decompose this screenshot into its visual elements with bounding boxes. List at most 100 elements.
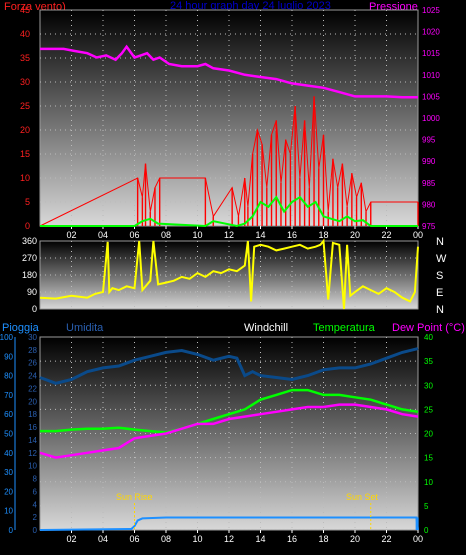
humidity-y-tick-label: 22	[28, 384, 37, 393]
wind-y-tick-label: 25	[20, 101, 30, 111]
temp-y-tick-label: 20	[424, 430, 433, 439]
humidity-y-tick-label: 10	[28, 462, 37, 471]
x-tick-label: 08	[161, 230, 171, 240]
x-tick-label: 18	[318, 534, 328, 544]
humidity-y-tick-label: 26	[28, 359, 37, 368]
compass-label: N	[436, 304, 444, 316]
x-tick-label: 16	[287, 534, 297, 544]
x-tick-label: 22	[381, 230, 391, 240]
temp-y-tick-label: 35	[424, 357, 433, 366]
humidity-y-tick-label: 20	[28, 397, 37, 406]
wind-pressure-series	[39, 44, 419, 228]
humidity-y-tick-label: 30	[28, 333, 37, 342]
pressure-y-tick-label: 1015	[422, 49, 440, 58]
wind-y-tick-label: 10	[20, 173, 30, 183]
x-tick-label: 16	[287, 230, 297, 240]
compass-label: S	[436, 270, 443, 282]
rain-y-tick-label: 70	[4, 391, 13, 400]
wind-gust-line	[39, 96, 418, 227]
temp-y-tick-label: 15	[424, 454, 433, 463]
direction-series	[39, 238, 419, 310]
direction-y-tick-label: 0	[32, 304, 37, 314]
wind-y-tick-label: 30	[20, 77, 30, 87]
humidity-y-tick-label: 24	[28, 372, 37, 381]
pressure-y-tick-label: 1010	[422, 71, 440, 80]
rain-y-tick-label: 100	[0, 333, 14, 342]
rain-y-tick-label: 80	[4, 372, 13, 381]
pressure-y-tick-label: 1000	[422, 114, 440, 123]
direction-y-tick-label: 90	[27, 287, 37, 297]
humidity-line	[39, 347, 419, 385]
x-tick-label: 12	[224, 230, 234, 240]
pressure-y-tick-label: 1005	[422, 92, 440, 101]
rain-y-tick-label: 30	[4, 468, 13, 477]
humidity-y-tick-label: 4	[33, 500, 38, 509]
wind-y-tick-label: 0	[25, 221, 30, 231]
humidity-y-tick-label: 12	[28, 449, 37, 458]
rain-y-tick-label: 50	[4, 430, 13, 439]
pressure-y-tick-label: 985	[422, 179, 436, 188]
x-tick-label: 20	[350, 534, 360, 544]
x-tick-label: 04	[98, 230, 108, 240]
rain-end-bar	[415, 517, 419, 530]
x-tick-label: 12	[224, 534, 234, 544]
rain-axis-title: Pioggia	[2, 322, 40, 334]
axis-labels: 0510152025303540459759809859909951000100…	[0, 5, 447, 544]
wind-y-tick-label: 45	[20, 5, 30, 15]
humidity-y-tick-label: 6	[33, 487, 38, 496]
rain-y-tick-label: 10	[4, 507, 13, 516]
rain-y-tick-label: 0	[9, 526, 14, 535]
humidity-y-tick-label: 8	[33, 475, 38, 484]
wind-y-tick-label: 20	[20, 125, 30, 135]
humidity-y-tick-label: 28	[28, 346, 37, 355]
x-tick-label: 14	[255, 534, 265, 544]
grid-panel-3	[40, 337, 418, 530]
dewpoint-line	[39, 403, 419, 459]
humidity-axis-title: Umidita	[66, 322, 104, 334]
x-tick-label: 04	[98, 534, 108, 544]
pressure-y-tick-label: 990	[422, 157, 436, 166]
x-tick-label: 14	[255, 230, 265, 240]
x-tick-label: 10	[192, 534, 202, 544]
x-tick-label: 02	[66, 230, 76, 240]
wind-y-tick-label: 40	[20, 29, 30, 39]
rain-y-tick-label: 60	[4, 410, 13, 419]
x-tick-label: 02	[66, 534, 76, 544]
compass-label: W	[436, 253, 447, 265]
x-tick-label: 06	[129, 230, 139, 240]
compass-label: E	[436, 287, 443, 299]
wind-avg-line	[40, 195, 418, 228]
x-tick-label: 00	[413, 534, 423, 544]
x-tick-label: 22	[381, 534, 391, 544]
wind-y-tick-label: 15	[20, 149, 30, 159]
x-tick-label: 06	[129, 534, 139, 544]
direction-y-tick-label: 270	[22, 253, 37, 263]
windchill-legend: Windchill	[244, 322, 288, 334]
pressure-y-tick-label: 1025	[422, 6, 440, 15]
pressure-line	[40, 44, 418, 99]
temp-y-tick-label: 5	[424, 502, 429, 511]
direction-line	[39, 238, 419, 310]
temp-y-tick-label: 40	[424, 333, 433, 342]
x-tick-label: 00	[413, 230, 423, 240]
x-tick-label: 20	[350, 230, 360, 240]
compass-label: N	[436, 236, 444, 248]
pressure-y-tick-label: 975	[422, 222, 436, 231]
humidity-y-tick-label: 0	[33, 526, 38, 535]
humidity-y-tick-label: 2	[33, 513, 38, 522]
temp-y-tick-label: 30	[424, 381, 433, 390]
wind-y-tick-label: 5	[25, 197, 30, 207]
humidity-y-tick-label: 16	[28, 423, 37, 432]
x-tick-label: 18	[318, 230, 328, 240]
dewpoint-legend: Dew Point (°C)	[392, 322, 465, 334]
wind-y-tick-label: 35	[20, 53, 30, 63]
x-tick-label: 08	[161, 534, 171, 544]
chart-title: 24 hour graph day 24 luglio 2023	[170, 0, 331, 12]
pressure-y-tick-label: 1020	[422, 28, 440, 37]
pressure-y-tick-label: 980	[422, 200, 436, 209]
temp-y-tick-label: 10	[424, 478, 433, 487]
rain-y-tick-label: 40	[4, 449, 13, 458]
humidity-y-tick-label: 14	[28, 436, 37, 445]
humidity-y-tick-label: 18	[28, 410, 37, 419]
